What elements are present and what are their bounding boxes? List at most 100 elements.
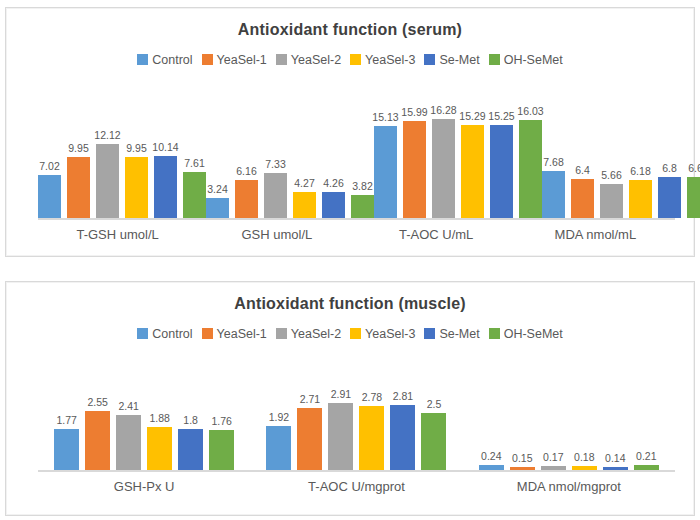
bar-value-label: 0.21 xyxy=(636,450,656,462)
bar-control: 7.68 xyxy=(542,171,565,218)
serum-plot-area: 7.029.9512.129.9510.147.613.246.167.334.… xyxy=(38,67,675,220)
bar-yeasel-3: 4.27 xyxy=(293,192,316,218)
serum-chart-title: Antioxidant function (serum) xyxy=(6,8,694,39)
legend-swatch-icon xyxy=(137,328,148,339)
bar-value-label: 2.55 xyxy=(87,396,107,408)
bar-value-label: 3.82 xyxy=(352,180,372,192)
category-label: T-AOC U/mL xyxy=(357,220,516,242)
bar-value-label: 7.61 xyxy=(184,157,204,169)
bar-oh-semet: 3.82 xyxy=(351,195,374,218)
legend-label: OH-SeMet xyxy=(504,327,563,341)
bar-value-label: 15.13 xyxy=(372,111,398,123)
muscle-plot-area: 1.772.552.411.881.81.761.922.712.912.782… xyxy=(38,341,675,472)
bar-yeasel-1: 9.95 xyxy=(67,157,90,218)
legend-label: Se-Met xyxy=(439,327,479,341)
bar-value-label: 0.17 xyxy=(543,451,563,463)
bar-se-met: 0.14 xyxy=(603,467,628,470)
bar-group: 7.029.9512.129.9510.147.61 xyxy=(38,144,206,218)
legend-item-yeasel-2: YeaSel-2 xyxy=(276,53,341,67)
bar-value-label: 15.25 xyxy=(488,110,514,122)
bar-value-label: 0.15 xyxy=(512,452,532,464)
serum-category-axis: T-GSH umol/LGSH umol/LT-AOC U/mLMDA nmol… xyxy=(38,220,675,242)
bar-se-met: 2.81 xyxy=(390,405,415,470)
bar-se-met: 1.8 xyxy=(178,429,203,470)
bar-oh-semet: 2.5 xyxy=(421,413,446,471)
bar-se-met: 15.25 xyxy=(490,125,513,218)
bar-yeasel-3: 1.88 xyxy=(147,427,172,470)
bar-yeasel-3: 6.18 xyxy=(629,180,652,218)
bar-control: 1.92 xyxy=(266,426,291,470)
bar-value-label: 1.77 xyxy=(56,414,76,426)
category-label: MDA nmol/mgprot xyxy=(463,472,675,494)
legend-label: YeaSel-3 xyxy=(365,327,415,341)
bar-control: 15.13 xyxy=(374,126,397,218)
serum-chart-panel: Antioxidant function (serum) Control YeaS… xyxy=(5,7,695,257)
bar-value-label: 6.67 xyxy=(688,162,700,174)
bar-se-met: 6.8 xyxy=(658,177,681,219)
legend-swatch-icon xyxy=(489,328,500,339)
legend-label: Control xyxy=(152,327,192,341)
bar-yeasel-2: 16.28 xyxy=(432,119,455,218)
bar-group: 15.13 15.99 16.28 15.29 15.25 16.03 xyxy=(374,119,542,218)
bar-yeasel-2: 12.12 xyxy=(96,144,119,218)
bar-control: 0.24 xyxy=(479,465,504,471)
bar-value-label: 2.78 xyxy=(362,391,382,403)
bar-yeasel-1: 6.4 xyxy=(571,179,594,218)
bar-value-label: 12.12 xyxy=(94,129,120,141)
category-label: MDA nmol/mL xyxy=(516,220,675,242)
legend-label: YeaSel-2 xyxy=(291,53,341,67)
bar-yeasel-3: 15.29 xyxy=(461,125,484,218)
bar-value-label: 0.24 xyxy=(481,450,501,462)
bar-value-label: 15.99 xyxy=(401,106,427,118)
legend-swatch-icon xyxy=(350,328,361,339)
legend-item-control: Control xyxy=(137,327,192,341)
bar-control: 1.77 xyxy=(54,429,79,470)
legend-label: OH-SeMet xyxy=(504,53,563,67)
bar-control: 3.24 xyxy=(206,198,229,218)
bar-value-label: 5.66 xyxy=(601,169,621,181)
bar-group: 1.772.552.411.881.81.76 xyxy=(38,411,250,470)
bar-group: 7.68 6.4 5.66 6.18 6.8 6.67 xyxy=(542,171,700,218)
bar-value-label: 15.29 xyxy=(459,110,485,122)
legend-item-control: Control xyxy=(137,53,192,67)
bar-oh-semet: 6.67 xyxy=(687,177,700,218)
bar-value-label: 6.18 xyxy=(630,165,650,177)
bar-value-label: 2.91 xyxy=(331,388,351,400)
bar-se-met: 10.14 xyxy=(154,156,177,218)
serum-legend: ControlYeaSel-1YeaSel-2YeaSel-3Se-MetOH-… xyxy=(6,52,694,67)
legend-item-se-met: Se-Met xyxy=(424,327,479,341)
muscle-category-axis: GSH-Px UT-AOC U/mgprotMDA nmol/mgprot xyxy=(38,472,675,494)
bar-value-label: 0.18 xyxy=(574,451,594,463)
legend-label: Se-Met xyxy=(439,53,479,67)
bar-value-label: 4.27 xyxy=(294,177,314,189)
bar-value-label: 0.14 xyxy=(605,452,625,464)
bar-yeasel-1: 2.55 xyxy=(85,411,110,470)
bar-value-label: 1.88 xyxy=(149,412,169,424)
legend-item-yeasel-2: YeaSel-2 xyxy=(276,327,341,341)
bar-value-label: 9.95 xyxy=(68,142,88,154)
bar-yeasel-2: 5.66 xyxy=(600,184,623,219)
legend-label: YeaSel-3 xyxy=(365,53,415,67)
legend-swatch-icon xyxy=(276,54,287,65)
legend-swatch-icon xyxy=(489,54,500,65)
bar-value-label: 2.41 xyxy=(118,400,138,412)
bar-value-label: 2.5 xyxy=(427,398,442,410)
legend-item-yeasel-3: YeaSel-3 xyxy=(350,327,415,341)
bar-value-label: 1.76 xyxy=(211,415,231,427)
legend-swatch-icon xyxy=(202,54,213,65)
bar-yeasel-2: 7.33 xyxy=(264,173,287,218)
bar-oh-semet: 0.21 xyxy=(634,465,659,470)
legend-item-se-met: Se-Met xyxy=(424,53,479,67)
bar-value-label: 1.92 xyxy=(269,411,289,423)
legend-label: YeaSel-2 xyxy=(291,327,341,341)
bar-oh-semet: 16.03 xyxy=(519,120,542,218)
bar-value-label: 3.24 xyxy=(207,183,227,195)
muscle-legend: ControlYeaSel-1YeaSel-2YeaSel-3Se-MetOH-… xyxy=(6,326,694,341)
bar-se-met: 4.26 xyxy=(322,192,345,218)
legend-item-oh-semet: OH-SeMet xyxy=(489,327,563,341)
bar-yeasel-1: 6.16 xyxy=(235,180,258,218)
bar-yeasel-1: 15.99 xyxy=(403,121,426,219)
bar-group: 1.922.712.912.782.812.5 xyxy=(250,403,462,470)
bar-value-label: 2.81 xyxy=(393,390,413,402)
bar-value-label: 9.95 xyxy=(126,142,146,154)
